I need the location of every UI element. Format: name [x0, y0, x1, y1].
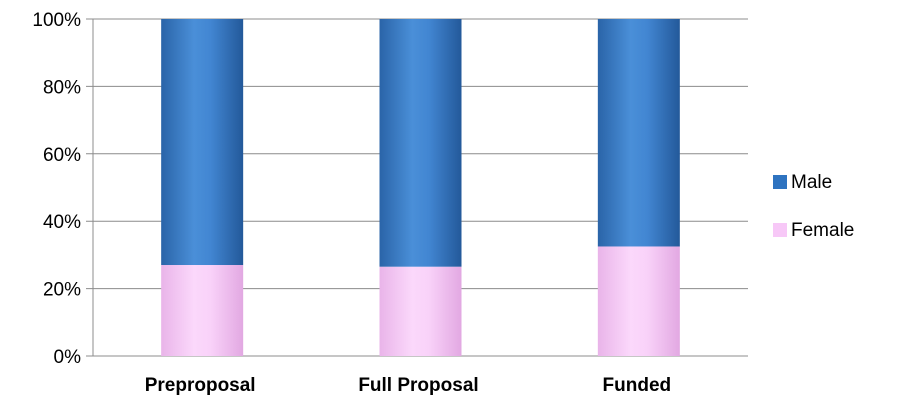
- x-tick-label: Preproposal: [145, 375, 256, 396]
- bars: [161, 19, 680, 356]
- y-tick-label: 40%: [43, 212, 81, 233]
- bar-female-full-proposal: [379, 266, 462, 356]
- x-tick-label: Full Proposal: [358, 375, 478, 396]
- y-tick-labels: 0% 20% 40% 60% 80% 100%: [32, 10, 81, 368]
- bar-female-funded: [597, 246, 680, 356]
- y-tick-label: 60%: [43, 145, 81, 166]
- x-tick-labels: Preproposal Full Proposal Funded: [145, 375, 671, 396]
- y-tick-label: 80%: [43, 77, 81, 98]
- bar-male-preproposal: [161, 19, 244, 266]
- legend: Male Female: [773, 172, 854, 241]
- y-tick-label: 100%: [32, 10, 81, 31]
- bar-female-preproposal: [161, 265, 244, 356]
- legend-swatch-female: [773, 223, 787, 237]
- y-tick-label: 0%: [54, 347, 82, 368]
- bar-male-full-proposal: [379, 19, 462, 267]
- legend-label-male: Male: [791, 172, 832, 193]
- y-tick-label: 20%: [43, 280, 81, 301]
- bar-male-funded: [597, 19, 680, 247]
- legend-swatch-male: [773, 175, 787, 189]
- legend-label-female: Female: [791, 220, 854, 241]
- x-tick-label: Funded: [603, 375, 672, 396]
